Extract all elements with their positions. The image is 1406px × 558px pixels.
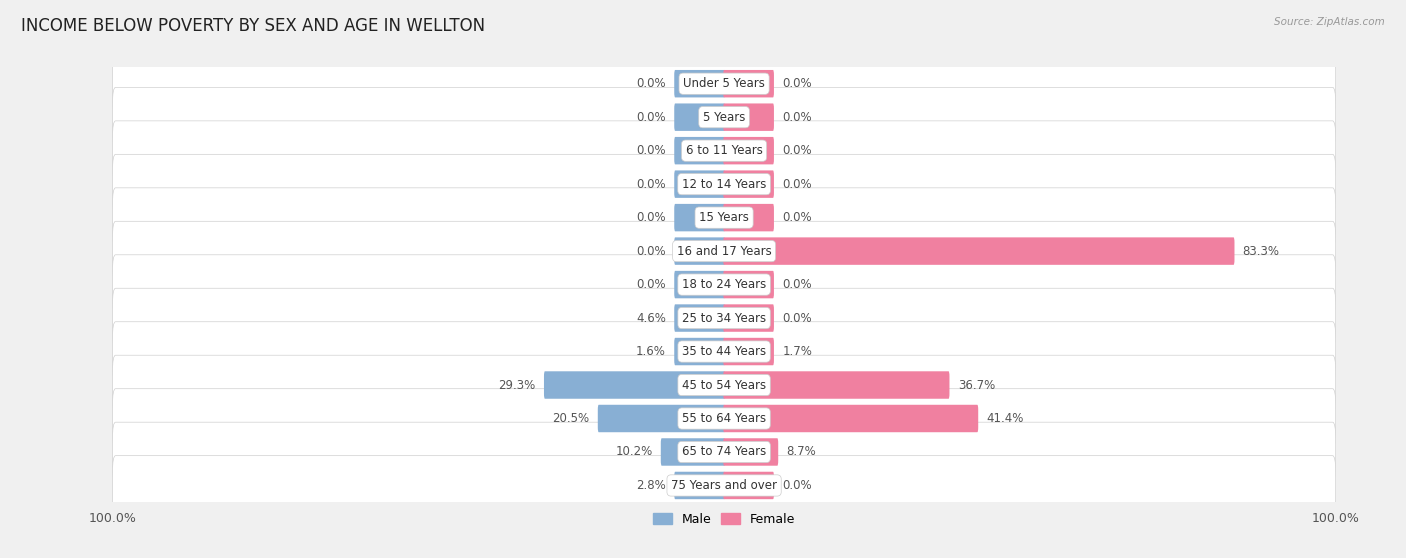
Text: 45 to 54 Years: 45 to 54 Years xyxy=(682,378,766,392)
Text: 0.0%: 0.0% xyxy=(637,77,666,90)
FancyBboxPatch shape xyxy=(723,237,1234,265)
Text: 0.0%: 0.0% xyxy=(782,110,811,124)
Text: 0.0%: 0.0% xyxy=(782,211,811,224)
FancyBboxPatch shape xyxy=(723,103,773,131)
FancyBboxPatch shape xyxy=(723,472,773,499)
FancyBboxPatch shape xyxy=(112,88,1336,147)
Text: 36.7%: 36.7% xyxy=(957,378,995,392)
FancyBboxPatch shape xyxy=(112,222,1336,281)
Text: 65 to 74 Years: 65 to 74 Years xyxy=(682,445,766,459)
Text: 0.0%: 0.0% xyxy=(782,311,811,325)
FancyBboxPatch shape xyxy=(112,389,1336,448)
Text: 1.7%: 1.7% xyxy=(782,345,813,358)
Text: 5 Years: 5 Years xyxy=(703,110,745,124)
FancyBboxPatch shape xyxy=(723,438,778,466)
FancyBboxPatch shape xyxy=(544,371,725,399)
Text: 0.0%: 0.0% xyxy=(637,211,666,224)
FancyBboxPatch shape xyxy=(675,170,725,198)
Text: 0.0%: 0.0% xyxy=(782,479,811,492)
Text: 20.5%: 20.5% xyxy=(553,412,589,425)
Text: INCOME BELOW POVERTY BY SEX AND AGE IN WELLTON: INCOME BELOW POVERTY BY SEX AND AGE IN W… xyxy=(21,17,485,35)
FancyBboxPatch shape xyxy=(723,204,773,232)
Text: 1.6%: 1.6% xyxy=(636,345,666,358)
Text: 0.0%: 0.0% xyxy=(782,177,811,191)
FancyBboxPatch shape xyxy=(661,438,725,466)
Text: 83.3%: 83.3% xyxy=(1243,244,1279,258)
FancyBboxPatch shape xyxy=(675,271,725,299)
FancyBboxPatch shape xyxy=(675,137,725,165)
Text: 10.2%: 10.2% xyxy=(616,445,652,459)
Text: 0.0%: 0.0% xyxy=(637,278,666,291)
FancyBboxPatch shape xyxy=(112,54,1336,113)
Text: 0.0%: 0.0% xyxy=(782,77,811,90)
FancyBboxPatch shape xyxy=(723,170,773,198)
Text: 35 to 44 Years: 35 to 44 Years xyxy=(682,345,766,358)
Text: 0.0%: 0.0% xyxy=(637,177,666,191)
FancyBboxPatch shape xyxy=(675,237,725,265)
Text: 75 Years and over: 75 Years and over xyxy=(671,479,778,492)
Text: 18 to 24 Years: 18 to 24 Years xyxy=(682,278,766,291)
Text: 15 Years: 15 Years xyxy=(699,211,749,224)
Text: 55 to 64 Years: 55 to 64 Years xyxy=(682,412,766,425)
Legend: Male, Female: Male, Female xyxy=(648,508,800,531)
FancyBboxPatch shape xyxy=(675,103,725,131)
FancyBboxPatch shape xyxy=(112,188,1336,247)
Text: Under 5 Years: Under 5 Years xyxy=(683,77,765,90)
FancyBboxPatch shape xyxy=(112,355,1336,415)
Text: 0.0%: 0.0% xyxy=(637,144,666,157)
Text: Source: ZipAtlas.com: Source: ZipAtlas.com xyxy=(1274,17,1385,27)
FancyBboxPatch shape xyxy=(723,271,773,299)
FancyBboxPatch shape xyxy=(723,405,979,432)
FancyBboxPatch shape xyxy=(675,338,725,365)
FancyBboxPatch shape xyxy=(112,422,1336,482)
FancyBboxPatch shape xyxy=(112,288,1336,348)
Text: 41.4%: 41.4% xyxy=(987,412,1024,425)
Text: 0.0%: 0.0% xyxy=(782,144,811,157)
FancyBboxPatch shape xyxy=(723,338,773,365)
FancyBboxPatch shape xyxy=(112,322,1336,381)
FancyBboxPatch shape xyxy=(598,405,725,432)
FancyBboxPatch shape xyxy=(675,70,725,98)
FancyBboxPatch shape xyxy=(723,304,773,332)
Text: 29.3%: 29.3% xyxy=(499,378,536,392)
Text: 0.0%: 0.0% xyxy=(637,110,666,124)
Text: 25 to 34 Years: 25 to 34 Years xyxy=(682,311,766,325)
FancyBboxPatch shape xyxy=(112,121,1336,180)
FancyBboxPatch shape xyxy=(112,255,1336,314)
FancyBboxPatch shape xyxy=(675,472,725,499)
Text: 6 to 11 Years: 6 to 11 Years xyxy=(686,144,762,157)
Text: 0.0%: 0.0% xyxy=(782,278,811,291)
FancyBboxPatch shape xyxy=(675,204,725,232)
FancyBboxPatch shape xyxy=(723,70,773,98)
Text: 0.0%: 0.0% xyxy=(637,244,666,258)
Text: 8.7%: 8.7% xyxy=(786,445,817,459)
Text: 12 to 14 Years: 12 to 14 Years xyxy=(682,177,766,191)
FancyBboxPatch shape xyxy=(112,456,1336,515)
FancyBboxPatch shape xyxy=(723,371,949,399)
FancyBboxPatch shape xyxy=(112,155,1336,214)
FancyBboxPatch shape xyxy=(675,304,725,332)
Text: 16 and 17 Years: 16 and 17 Years xyxy=(676,244,772,258)
Text: 2.8%: 2.8% xyxy=(637,479,666,492)
Text: 4.6%: 4.6% xyxy=(636,311,666,325)
FancyBboxPatch shape xyxy=(723,137,773,165)
